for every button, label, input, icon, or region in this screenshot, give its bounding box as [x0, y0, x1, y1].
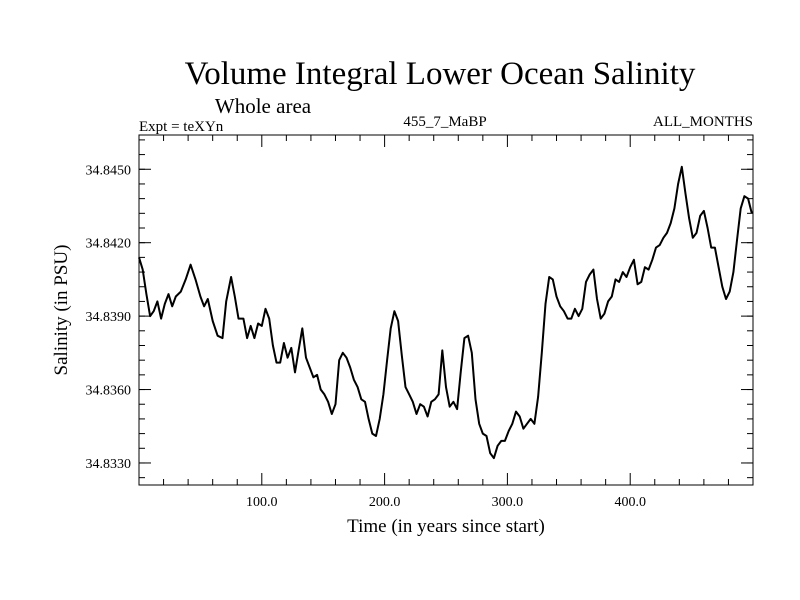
- tick-labels: 100.0 200.0 300.0 400.0 34.8330 34.8360 34.839…: [86, 163, 646, 510]
- x-axis-label: Time (in years since start): [347, 516, 545, 537]
- y-tick-label: 34.8390: [86, 310, 132, 325]
- x-tick-label: 400.0: [614, 495, 646, 510]
- x-tick-label: 100.0: [246, 495, 278, 510]
- salinity-series-line: [138, 165, 753, 460]
- y-axis-label: Salinity (in PSU): [51, 245, 72, 376]
- y-tick-label: 34.8330: [86, 457, 132, 472]
- plot-frame: [138, 134, 754, 486]
- x-tick-label: 200.0: [369, 495, 401, 510]
- chart-title: Volume Integral Lower Ocean Salinity: [185, 56, 696, 92]
- y-tick-label: 34.8450: [86, 163, 132, 178]
- y-tick-label: 34.8420: [86, 237, 132, 252]
- run-id-label: 455_7_MaBP: [403, 114, 486, 130]
- chart-subtitle: Whole area: [215, 94, 312, 118]
- period-label: ALL_MONTHS: [653, 114, 753, 130]
- experiment-label: Expt = teXYn: [139, 119, 224, 135]
- y-tick-label: 34.8360: [86, 384, 132, 399]
- axis-ticks: [139, 135, 753, 485]
- x-tick-label: 300.0: [492, 495, 524, 510]
